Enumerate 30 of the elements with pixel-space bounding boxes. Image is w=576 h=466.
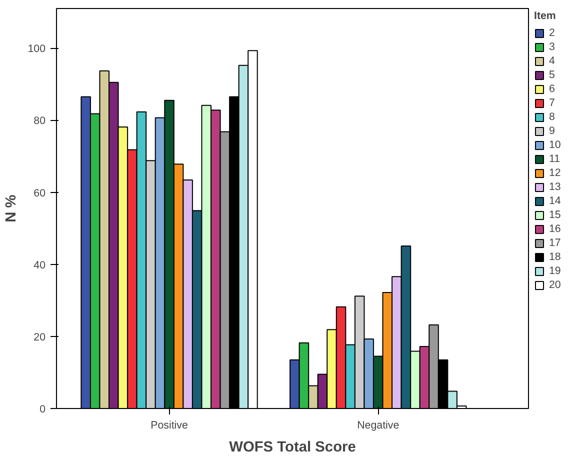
- x-tick-label: Negative: [357, 420, 400, 432]
- y-tick-label: 60: [34, 187, 46, 200]
- x-tick-label: Positive: [150, 420, 188, 432]
- legend-label: 19: [549, 265, 562, 277]
- y-tick-label: 0: [40, 404, 46, 416]
- y-axis-title: N %: [4, 194, 20, 222]
- legend-label: 10: [549, 139, 562, 151]
- legend-label: 12: [549, 167, 562, 179]
- legend-label: 2: [549, 27, 556, 39]
- legend-label: 13: [549, 181, 562, 193]
- legend-label: 16: [549, 223, 562, 235]
- x-axis-title: WOFS Total Score: [229, 440, 356, 456]
- legend-label: 18: [549, 251, 562, 263]
- legend-title: Item: [534, 10, 557, 22]
- y-tick-label: 40: [34, 259, 46, 272]
- legend-label: 14: [549, 195, 562, 207]
- legend-label: 6: [549, 83, 556, 95]
- legend-label: 3: [549, 41, 556, 53]
- legend-label: 4: [549, 55, 556, 67]
- y-tick-label: 80: [34, 115, 46, 128]
- legend-label: 20: [549, 279, 562, 291]
- legend-label: 9: [549, 125, 556, 137]
- y-tick-label: 20: [34, 331, 46, 344]
- legend-label: 11: [549, 153, 562, 165]
- legend-label: 7: [549, 97, 556, 109]
- legend-label: 5: [549, 69, 556, 81]
- legend-label: 17: [549, 237, 562, 249]
- legend-label: 8: [549, 111, 556, 123]
- legend-label: 15: [549, 209, 562, 221]
- y-tick-label: 100: [28, 43, 46, 56]
